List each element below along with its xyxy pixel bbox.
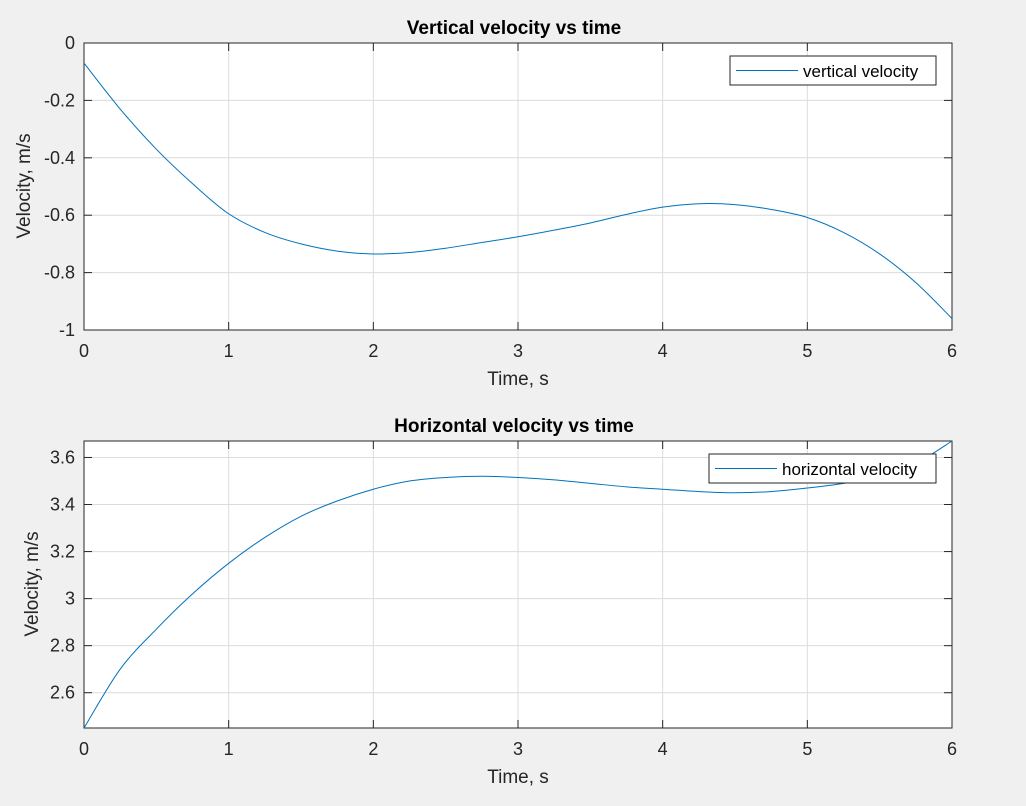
x-tick-label: 6 [947, 739, 957, 759]
x-tick-label: 1 [224, 739, 234, 759]
vertical-velocity-chart: 0 1 2 3 4 5 6 -1 -0.8 -0.6 -0.4 -0.2 0 Vertical vel… [14, 18, 957, 390]
y-tick-label: 3.4 [50, 495, 75, 515]
legend-entry-horizontal-velocity: horizontal velocity [782, 460, 918, 479]
x-tick-label: 0 [79, 739, 89, 759]
chart-title: Vertical velocity vs time [407, 18, 621, 39]
x-tick-label: 4 [658, 739, 668, 759]
x-tick-labels: 0 1 2 3 4 5 6 [79, 739, 957, 759]
y-tick-label: 3.2 [50, 542, 75, 562]
horizontal-velocity-chart: 0 1 2 3 4 5 6 2.6 2.8 3 3.2 3.4 3.6 Horizontal velo… [22, 416, 957, 788]
y-tick-label: -0.4 [44, 148, 75, 168]
ticks [83, 441, 953, 728]
y-tick-label: 3 [65, 589, 75, 609]
legend-entry-vertical-velocity: vertical velocity [803, 62, 919, 81]
x-tick-label: 1 [224, 341, 234, 361]
legend[interactable]: vertical velocity [729, 55, 937, 86]
y-tick-labels: -1 -0.8 -0.6 -0.4 -0.2 0 [44, 33, 75, 340]
x-tick-label: 4 [658, 341, 668, 361]
x-tick-label: 3 [513, 341, 523, 361]
series [83, 62, 953, 319]
y-tick-label: 2.8 [50, 636, 75, 656]
y-tick-label: 3.6 [50, 447, 75, 467]
chart-title: Horizontal velocity vs time [394, 416, 634, 437]
x-tick-label: 3 [513, 739, 523, 759]
x-axis-label: Time, s [487, 369, 549, 390]
y-tick-labels: 2.6 2.8 3 3.2 3.4 3.6 [50, 447, 75, 702]
x-tick-labels: 0 1 2 3 4 5 6 [79, 341, 957, 361]
series [83, 440, 953, 729]
x-tick-label: 5 [802, 739, 812, 759]
series-line-vertical-velocity [83, 62, 953, 319]
y-tick-label: 0 [65, 33, 75, 53]
grid [84, 43, 952, 330]
x-tick-label: 0 [79, 341, 89, 361]
x-tick-label: 2 [368, 341, 378, 361]
series-line-horizontal-velocity [83, 440, 953, 729]
x-tick-label: 5 [802, 341, 812, 361]
x-axis-label: Time, s [487, 767, 549, 788]
y-tick-label: -0.8 [44, 263, 75, 283]
y-tick-label: -0.6 [44, 205, 75, 225]
ticks [83, 42, 953, 331]
y-tick-label: 2.6 [50, 683, 75, 703]
y-axis-label: Velocity, m/s [14, 133, 35, 238]
y-axis-label: Velocity, m/s [22, 531, 43, 636]
x-tick-label: 6 [947, 341, 957, 361]
legend[interactable]: horizontal velocity [708, 453, 937, 484]
y-tick-label: -0.2 [44, 90, 75, 110]
x-tick-label: 2 [368, 739, 378, 759]
y-tick-label: -1 [59, 320, 75, 340]
